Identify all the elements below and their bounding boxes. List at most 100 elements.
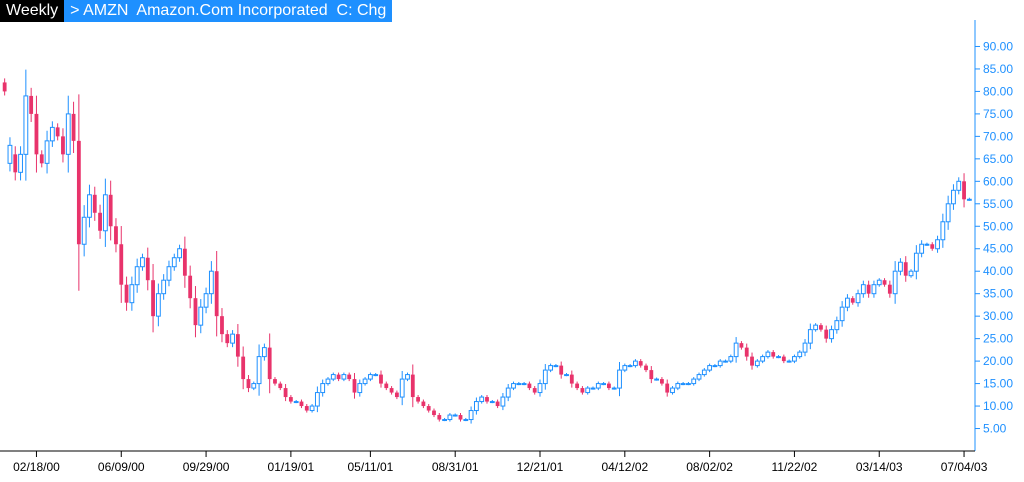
candle-body bbox=[717, 360, 723, 367]
candle-body bbox=[304, 406, 309, 411]
candle-body bbox=[421, 401, 426, 407]
candle-body bbox=[134, 266, 140, 286]
y-tick-label: 65.00 bbox=[983, 152, 1013, 166]
candle-body bbox=[887, 284, 892, 294]
x-tick-label: 06/09/00 bbox=[98, 460, 145, 474]
candle-body bbox=[208, 270, 214, 295]
candle-body bbox=[7, 144, 13, 164]
candle-body bbox=[807, 329, 813, 344]
candle-body bbox=[829, 329, 834, 340]
candle-body bbox=[362, 378, 368, 385]
x-tick-label: 11/22/02 bbox=[772, 460, 818, 474]
candle-body bbox=[399, 378, 405, 398]
candle-body bbox=[489, 401, 495, 404]
candle-body bbox=[367, 374, 373, 380]
candle-body bbox=[940, 221, 946, 241]
y-tick-label: 70.00 bbox=[983, 129, 1013, 143]
x-tick-label: 05/11/01 bbox=[347, 460, 393, 474]
candle-body bbox=[786, 360, 792, 363]
y-tick-label: 30.00 bbox=[983, 309, 1013, 323]
candle-body bbox=[330, 374, 336, 380]
candle-body bbox=[379, 374, 383, 384]
candle-body bbox=[792, 356, 797, 362]
y-tick-label: 25.00 bbox=[983, 332, 1013, 346]
candle-body bbox=[309, 405, 315, 412]
candle-body bbox=[607, 383, 611, 389]
x-tick-label: 01/19/01 bbox=[268, 460, 315, 474]
candle-body bbox=[802, 342, 808, 353]
candle-body bbox=[516, 383, 522, 386]
candle-body bbox=[739, 343, 744, 348]
candle-body bbox=[102, 194, 108, 232]
x-tick-label: 08/31/01 bbox=[432, 460, 479, 474]
x-tick-label: 04/12/02 bbox=[601, 460, 648, 474]
candle-body bbox=[839, 306, 845, 322]
candle-body bbox=[23, 95, 29, 155]
y-tick-label: 5.00 bbox=[983, 422, 1007, 436]
candle-body bbox=[299, 401, 304, 407]
candle-body bbox=[966, 198, 972, 201]
candle-body bbox=[654, 378, 660, 381]
y-tick-label: 60.00 bbox=[983, 174, 1013, 188]
candle-body bbox=[273, 379, 277, 384]
period-label[interactable]: Weekly bbox=[0, 0, 65, 22]
candle-body bbox=[468, 410, 474, 421]
candle-body bbox=[935, 239, 940, 250]
candle-body bbox=[665, 383, 670, 393]
candle-body bbox=[76, 140, 81, 245]
candle-body bbox=[771, 352, 776, 357]
candle-body bbox=[744, 347, 749, 357]
candle-body bbox=[580, 388, 585, 393]
candle-body bbox=[13, 154, 18, 173]
candle-body bbox=[87, 194, 92, 218]
candle-body bbox=[155, 293, 161, 317]
candle-body bbox=[325, 378, 331, 385]
candle-body bbox=[754, 360, 760, 367]
candle-body bbox=[251, 383, 257, 389]
candle-body bbox=[585, 387, 591, 394]
candle-body bbox=[98, 212, 102, 231]
candle-body bbox=[124, 284, 129, 303]
candle-body bbox=[177, 248, 182, 259]
candle-body bbox=[627, 365, 633, 368]
y-tick-label: 90.00 bbox=[983, 39, 1013, 53]
candle-body bbox=[225, 334, 230, 344]
y-tick-label: 35.00 bbox=[983, 287, 1013, 301]
candle-body bbox=[649, 370, 654, 380]
x-tick-label: 07/04/03 bbox=[941, 460, 988, 474]
symbol-label[interactable]: > AMZN Amazon.Com Incorporated C: Chg bbox=[64, 0, 393, 22]
candle-body bbox=[161, 279, 167, 295]
y-tick-label: 40.00 bbox=[983, 264, 1013, 278]
candle-body bbox=[898, 261, 903, 272]
candle-body bbox=[728, 356, 734, 362]
candle-body bbox=[230, 333, 235, 344]
candle-body bbox=[92, 194, 97, 213]
candle-body bbox=[527, 383, 532, 389]
y-tick-label: 10.00 bbox=[983, 399, 1013, 413]
candle-body bbox=[235, 334, 240, 357]
candle-body bbox=[442, 419, 448, 422]
candle-body bbox=[686, 383, 691, 386]
candle-body bbox=[871, 284, 877, 295]
candle-body bbox=[945, 203, 951, 223]
candle-body bbox=[320, 383, 326, 394]
candle-body bbox=[882, 280, 887, 285]
y-tick-label: 45.00 bbox=[983, 242, 1013, 256]
candle-body bbox=[712, 365, 718, 368]
candle-body bbox=[347, 374, 352, 380]
candle-body bbox=[495, 401, 500, 407]
candle-body bbox=[590, 387, 596, 390]
candle-body bbox=[65, 113, 71, 155]
candle-body bbox=[426, 406, 431, 411]
candle-body bbox=[813, 324, 819, 331]
axis-layer: 5.00 10.00 15.00 20.00 25.00 30.00 35.00 40.00 4… bbox=[0, 20, 1013, 474]
candle-body bbox=[256, 356, 262, 385]
candle-body bbox=[956, 180, 962, 191]
candle-body bbox=[675, 383, 681, 389]
candle-body bbox=[416, 397, 421, 402]
candle-body bbox=[908, 270, 914, 277]
candle-body bbox=[776, 356, 781, 359]
y-tick-label: 15.00 bbox=[983, 377, 1013, 391]
candle-body bbox=[394, 392, 399, 398]
